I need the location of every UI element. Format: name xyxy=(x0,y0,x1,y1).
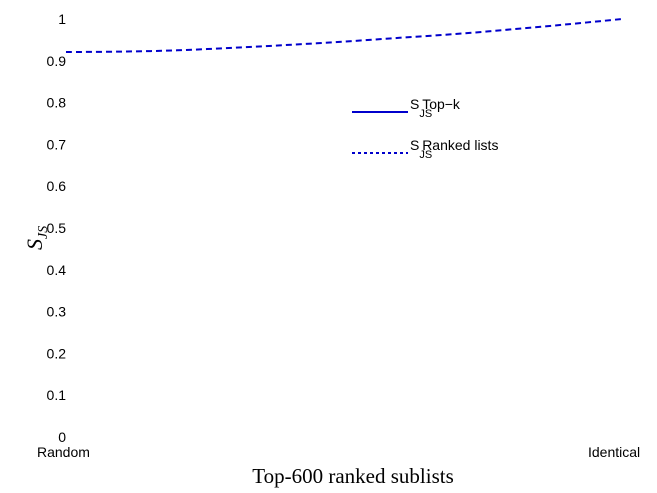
x-tick-label-identical: Identical xyxy=(588,444,640,460)
y-tick-label: 0 xyxy=(58,429,66,445)
y-axis-label: SJS xyxy=(22,226,51,250)
series-layer xyxy=(65,18,623,53)
y-tick-label: 0.2 xyxy=(47,345,67,361)
x-axis-ticks: Random Identical xyxy=(37,444,640,460)
legend: SJSTop−k SJSRanked lists xyxy=(352,96,498,161)
x-axis-label: Top-600 ranked sublists xyxy=(252,464,454,488)
y-tick-label: 0.4 xyxy=(47,262,67,278)
y-tick-label: 0.9 xyxy=(47,53,67,69)
legend-label-ranked-lists: SJSRanked lists xyxy=(410,137,498,161)
y-tick-label: 0.1 xyxy=(47,387,67,403)
x-tick-label-random: Random xyxy=(37,444,90,460)
y-axis-ticks: 0 0.1 0.2 0.3 0.4 0.5 0.6 0.7 0.8 0.9 1 xyxy=(47,11,67,445)
y-tick-label: 0.5 xyxy=(47,220,67,236)
y-tick-label: 0.3 xyxy=(47,304,67,320)
y-tick-label: 1 xyxy=(58,11,66,27)
y-tick-label: 0.7 xyxy=(47,136,67,152)
y-tick-label: 0.8 xyxy=(47,95,67,111)
series-line-ranked-lists xyxy=(65,18,623,53)
legend-label-top-k: SJSTop−k xyxy=(410,96,461,120)
y-tick-label: 0.6 xyxy=(47,178,67,194)
